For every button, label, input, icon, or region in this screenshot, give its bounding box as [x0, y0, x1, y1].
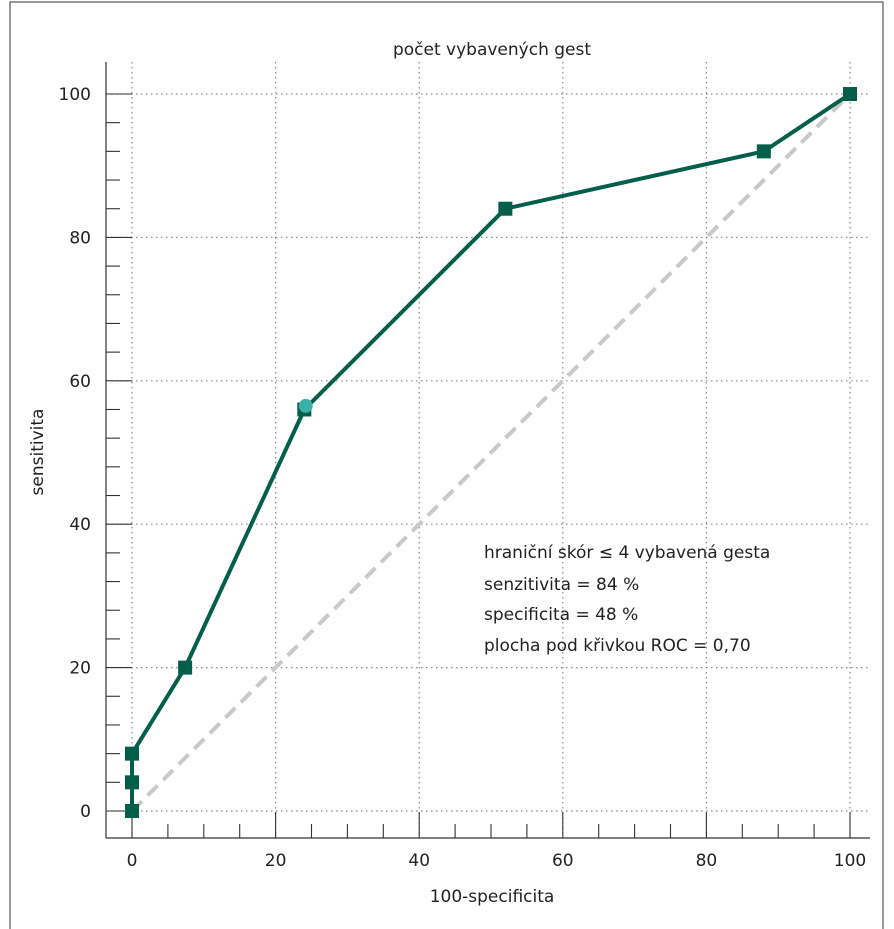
data-point-2 — [125, 746, 139, 761]
y-tick-label-40: 40 — [69, 515, 91, 535]
x-tick-label-0: 0 — [127, 851, 138, 871]
data-point-5 — [498, 201, 513, 216]
reference-diagonal — [130, 92, 852, 813]
y-tick-label-80: 80 — [69, 228, 91, 248]
annotation-line-cutoff: hraniční skór ≤ 4 vybavená gesta — [484, 543, 770, 563]
data-point-7 — [843, 87, 857, 101]
roc-curve-markers — [125, 87, 857, 818]
data-point-3 — [178, 660, 193, 675]
chart-frame — [9, 1, 884, 929]
x-tick-label-20: 20 — [265, 851, 287, 871]
data-point-6 — [756, 144, 771, 159]
y-tick-label-0: 0 — [80, 802, 91, 822]
y-tick-label-100: 100 — [59, 85, 91, 105]
x-tick-label-40: 40 — [408, 851, 430, 871]
data-point-1 — [125, 775, 139, 790]
axes — [105, 62, 870, 839]
x-tick-label-80: 80 — [696, 851, 718, 871]
y-tick-label-20: 20 — [69, 659, 91, 679]
x-axis-label: 100-specificita — [430, 887, 555, 907]
annotation-line-sensitivity: senzitivita = 84 % — [484, 575, 639, 595]
annotation-block: hraniční skór ≤ 4 vybavená gesta senziti… — [484, 543, 770, 656]
chart-title: počet vybavených gest — [393, 40, 591, 60]
optimal-cutoff-point — [298, 398, 313, 413]
y-tick-label-60: 60 — [69, 372, 91, 392]
y-axis-label: sensitivita — [28, 409, 48, 496]
annotation-line-specificity: specificita = 48 % — [484, 605, 638, 625]
y-tick-labels: 0 20 40 60 80 100 — [59, 85, 91, 822]
x-tick-label-60: 60 — [552, 851, 574, 871]
annotation-line-auc: plocha pod křivkou ROC = 0,70 — [484, 636, 751, 656]
x-tick-label-100: 100 — [834, 851, 866, 871]
x-tick-labels: 0 20 40 60 80 100 — [127, 851, 867, 871]
data-point-0 — [125, 804, 139, 818]
